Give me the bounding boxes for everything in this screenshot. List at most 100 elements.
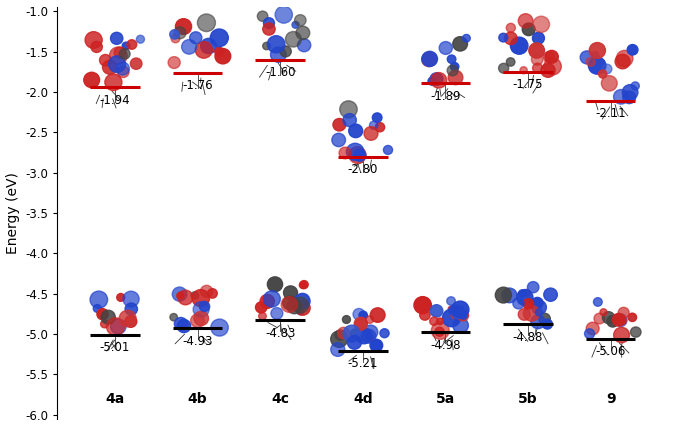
Circle shape: [268, 36, 285, 53]
Circle shape: [370, 339, 383, 352]
Circle shape: [193, 302, 209, 317]
Text: -5.01: -5.01: [100, 341, 130, 354]
Circle shape: [613, 327, 630, 343]
Circle shape: [506, 58, 515, 66]
Circle shape: [175, 317, 187, 330]
Text: -4.93: -4.93: [183, 335, 213, 348]
Circle shape: [210, 29, 228, 47]
Circle shape: [119, 310, 136, 327]
Circle shape: [343, 114, 357, 127]
Circle shape: [452, 312, 458, 319]
Circle shape: [586, 322, 599, 335]
Circle shape: [208, 289, 217, 298]
Circle shape: [437, 318, 443, 325]
Circle shape: [618, 307, 629, 318]
Y-axis label: Energy (eV): Energy (eV): [5, 172, 20, 254]
Text: -1.94: -1.94: [100, 94, 130, 107]
Circle shape: [602, 64, 612, 74]
Circle shape: [523, 299, 534, 309]
Circle shape: [215, 48, 231, 64]
Circle shape: [109, 47, 127, 64]
Text: -2.80: -2.80: [348, 163, 378, 176]
Circle shape: [366, 334, 373, 341]
Circle shape: [119, 48, 130, 59]
Circle shape: [622, 85, 638, 100]
Circle shape: [517, 290, 533, 305]
Circle shape: [522, 23, 535, 36]
Circle shape: [453, 318, 468, 333]
Circle shape: [460, 311, 467, 319]
Text: 9: 9: [606, 392, 615, 406]
Circle shape: [175, 19, 191, 34]
Circle shape: [174, 27, 186, 39]
Circle shape: [281, 296, 297, 312]
Circle shape: [102, 60, 117, 74]
Circle shape: [177, 320, 191, 332]
Circle shape: [287, 299, 302, 314]
Circle shape: [422, 52, 436, 66]
Circle shape: [529, 43, 545, 58]
Circle shape: [114, 47, 125, 58]
Circle shape: [333, 118, 346, 131]
Circle shape: [168, 57, 180, 69]
Circle shape: [614, 314, 627, 326]
Circle shape: [366, 316, 373, 323]
Circle shape: [123, 291, 139, 307]
Circle shape: [631, 82, 640, 90]
Circle shape: [447, 65, 458, 76]
Circle shape: [97, 309, 109, 320]
Circle shape: [458, 310, 468, 321]
Circle shape: [545, 50, 558, 63]
Circle shape: [136, 35, 144, 43]
Circle shape: [495, 287, 512, 303]
Circle shape: [125, 316, 137, 327]
Circle shape: [533, 16, 549, 32]
Circle shape: [299, 281, 307, 289]
Circle shape: [122, 42, 130, 50]
Circle shape: [194, 311, 208, 326]
Circle shape: [616, 50, 633, 66]
Circle shape: [331, 331, 348, 347]
Circle shape: [448, 55, 456, 63]
Circle shape: [201, 38, 216, 54]
Circle shape: [271, 308, 283, 319]
Circle shape: [544, 58, 561, 75]
Text: -1.60: -1.60: [265, 66, 295, 79]
Circle shape: [384, 145, 392, 154]
Circle shape: [353, 149, 366, 161]
Circle shape: [430, 305, 443, 317]
Circle shape: [359, 311, 367, 320]
Circle shape: [260, 294, 274, 308]
Circle shape: [601, 76, 617, 91]
Circle shape: [90, 291, 108, 308]
Circle shape: [285, 31, 301, 47]
Circle shape: [524, 305, 540, 321]
Circle shape: [300, 281, 308, 289]
Circle shape: [369, 121, 378, 130]
Circle shape: [623, 91, 636, 104]
Circle shape: [295, 301, 310, 315]
Circle shape: [518, 290, 526, 297]
Circle shape: [105, 74, 122, 91]
Circle shape: [541, 63, 555, 77]
Circle shape: [100, 54, 111, 66]
Circle shape: [363, 325, 378, 339]
Circle shape: [592, 52, 599, 59]
Circle shape: [85, 32, 102, 48]
Circle shape: [263, 42, 270, 50]
Circle shape: [339, 147, 351, 159]
Circle shape: [297, 308, 304, 315]
Circle shape: [332, 133, 346, 147]
Circle shape: [630, 327, 641, 337]
Circle shape: [448, 70, 463, 85]
Circle shape: [603, 311, 615, 323]
Text: 4a: 4a: [105, 392, 125, 406]
Circle shape: [297, 39, 311, 52]
Circle shape: [586, 57, 595, 66]
Circle shape: [543, 319, 553, 329]
Circle shape: [125, 303, 137, 315]
Circle shape: [263, 23, 275, 35]
Circle shape: [84, 72, 100, 88]
Circle shape: [340, 101, 357, 118]
Circle shape: [177, 292, 184, 299]
